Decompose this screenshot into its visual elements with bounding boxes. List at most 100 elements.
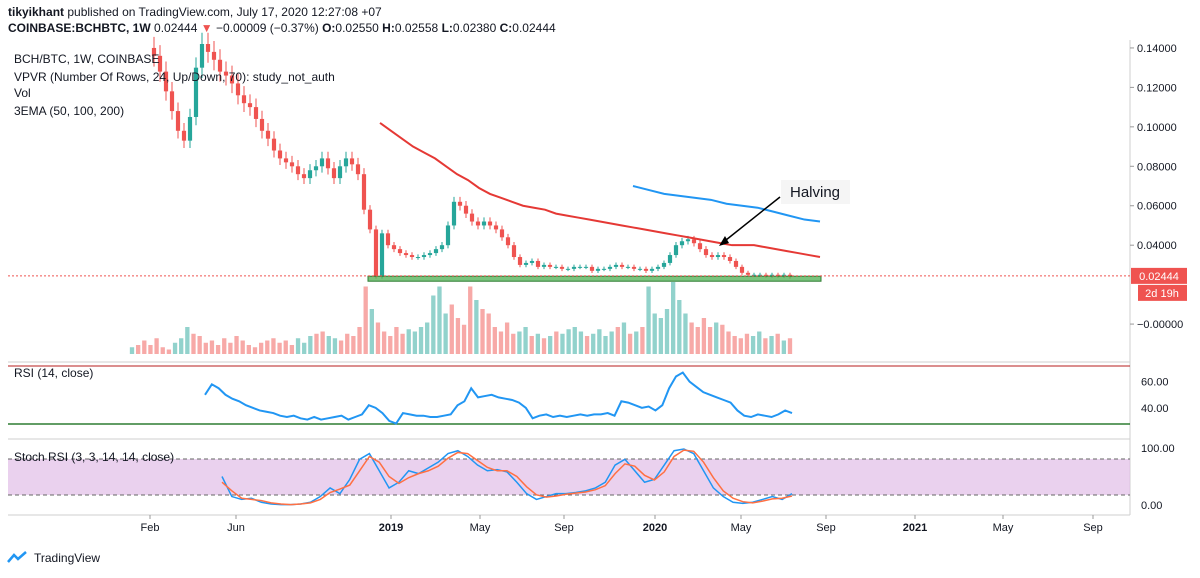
volume-bar <box>228 342 233 354</box>
volume-bar <box>277 342 282 354</box>
volume-bar <box>572 327 577 354</box>
candle-body <box>727 257 733 261</box>
candle-body <box>331 168 337 179</box>
candle-body <box>637 268 643 270</box>
legend-ema[interactable]: 3EMA (50, 100, 200) <box>14 104 124 118</box>
volume-bar <box>714 322 719 354</box>
time-tick-label: Feb <box>141 522 160 534</box>
time-axis[interactable]: Feb Jun 2019 May Sep 2020 May Sep 2021 May Sep <box>141 515 1103 534</box>
volume-bar <box>283 340 288 354</box>
annotation-arrow <box>720 196 781 245</box>
candle-body <box>607 266 613 269</box>
candle-body <box>679 241 685 246</box>
volume-bar <box>369 309 374 354</box>
candle-body <box>601 268 607 270</box>
volume-bar <box>357 327 362 354</box>
support-zone[interactable] <box>367 275 822 282</box>
rsi-legend[interactable]: RSI (14, close) <box>14 366 93 380</box>
volume-bar <box>351 336 356 354</box>
volume-bar <box>222 338 227 354</box>
price-tick-label: 0.10000 <box>1137 122 1177 134</box>
volume-bar <box>246 345 251 354</box>
candle-body <box>451 201 457 226</box>
candle-body <box>505 237 511 246</box>
halving-label: Halving <box>790 184 840 201</box>
candle-body <box>655 266 661 269</box>
volume-bar <box>486 313 491 354</box>
candle-body <box>733 260 739 267</box>
candle-body <box>163 71 169 92</box>
candle-body <box>379 233 385 277</box>
volume-bar <box>769 336 774 354</box>
candle-body <box>157 55 163 72</box>
volume-bar <box>671 282 676 354</box>
price-axis[interactable]: 0.14000 0.12000 0.10000 0.08000 0.06000 0.040… <box>1130 43 1183 331</box>
down-arrow-icon: ▼ <box>200 21 213 35</box>
candle-body <box>667 255 673 263</box>
price-tick-label: 0.06000 <box>1137 201 1177 213</box>
candle-body <box>775 274 781 276</box>
candle-body <box>307 170 313 179</box>
candle-body <box>553 266 559 268</box>
volume-bar <box>775 333 780 354</box>
low-value: 0.02380 <box>452 21 497 35</box>
candle-body <box>685 239 691 242</box>
time-tick-label: Sep <box>554 522 574 534</box>
author[interactable]: tikyikhant <box>8 5 65 19</box>
time-tick-label: 2019 <box>379 522 403 534</box>
volume-bar <box>566 329 571 354</box>
volume-bar <box>763 338 768 354</box>
volume-bar <box>129 347 135 354</box>
candle-body <box>277 150 283 159</box>
annotation-box[interactable] <box>781 180 850 204</box>
volume-bar <box>591 333 596 354</box>
rsi-line <box>204 371 793 425</box>
candle-body <box>265 130 271 139</box>
candle-body <box>319 158 325 167</box>
price-tick-label: 0.04000 <box>1137 240 1177 252</box>
volume-bar <box>726 331 731 354</box>
legend-vol[interactable]: Vol <box>14 86 31 100</box>
candle-body <box>421 255 427 258</box>
price-tick-label: −0.00000 <box>1137 319 1183 331</box>
publish-line: tikyikhant published on TradingView.com,… <box>8 4 556 20</box>
candle-body <box>745 272 751 275</box>
volume-bar <box>627 333 633 354</box>
footer-brand[interactable]: TradingView <box>34 551 101 565</box>
candle-body <box>619 264 625 267</box>
volume-bar <box>584 336 590 354</box>
candle-body <box>259 118 265 131</box>
volume-bar <box>529 336 534 354</box>
legend-symbol[interactable]: BCH/BTC, 1W, COINBASE <box>14 52 159 66</box>
legend-vpvr[interactable]: VPVR (Number Of Rows, 24, Up/Down, 70): … <box>14 70 335 84</box>
candle-body <box>739 266 745 273</box>
candle-body <box>175 111 181 131</box>
candle-body <box>253 107 259 119</box>
time-tick-label: May <box>470 522 491 534</box>
candle-body <box>673 245 679 256</box>
candle-body <box>781 274 787 276</box>
candle-body <box>181 130 187 141</box>
candle-body <box>481 221 487 226</box>
stoch-band <box>8 459 1130 495</box>
candle-body <box>517 257 523 265</box>
volume-bar <box>707 327 713 354</box>
volume-bar <box>271 338 276 354</box>
volume-bar <box>418 327 424 354</box>
candle-body <box>229 75 235 84</box>
volume-bar <box>431 295 436 354</box>
volume-bar <box>172 342 178 354</box>
open-label: O: <box>322 21 336 35</box>
candle-body <box>625 266 631 268</box>
stoch-legend[interactable]: Stoch RSI (3, 3, 14, 14, close) <box>14 450 174 464</box>
volume-bar <box>548 336 553 354</box>
symbol[interactable]: COINBASE:BCHBTC, 1W <box>8 21 151 35</box>
close-value: 0.02444 <box>512 21 556 35</box>
candle-body <box>565 268 571 270</box>
volume-bar <box>345 333 350 354</box>
candle-body <box>151 47 157 56</box>
candle-body <box>757 274 763 276</box>
volume-bar <box>701 318 707 354</box>
stoch-d-line <box>221 449 793 506</box>
